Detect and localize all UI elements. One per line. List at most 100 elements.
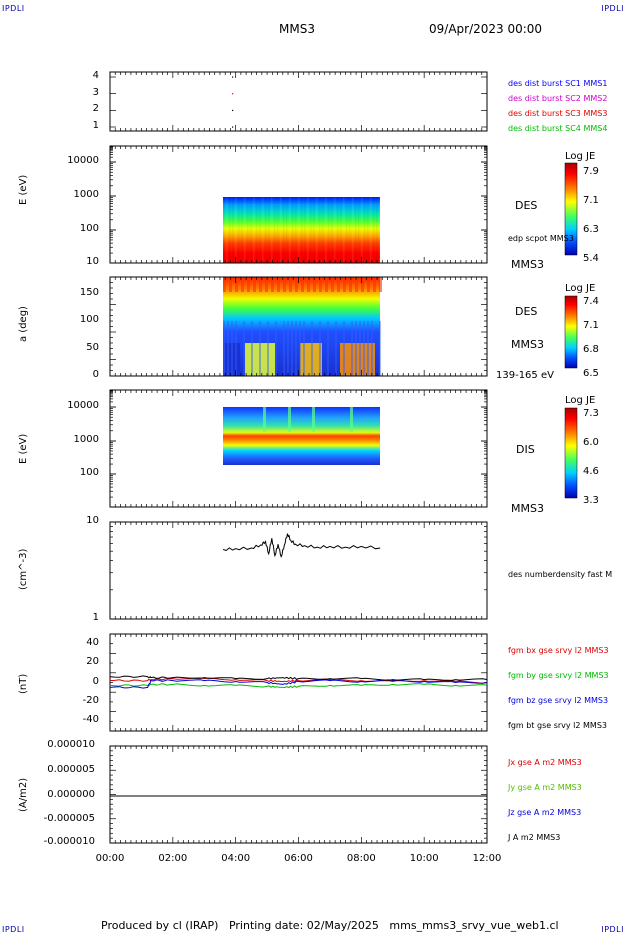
spectrogram-cell [298,197,300,263]
panel-burst-frame [109,71,488,132]
pitch-patch [340,343,375,376]
spectrogram-cell [229,197,231,263]
spectrogram-cell [367,197,369,263]
burst-legend-item: des dist burst SC4 MMS4 [508,124,608,133]
pitch-streak [223,321,225,376]
ylabel-dis-energy: E (eV) [18,433,29,464]
pitch-streak [259,321,261,376]
pitch-streak [319,321,321,376]
panel-current-frame [109,745,488,844]
y-tick-label: 10000 [67,400,99,411]
pitch-streak [367,321,369,376]
pitch-cell [337,277,340,292]
y-tick-label: -20 [82,694,99,706]
ylabel-des-pitch: a (deg) [18,306,29,342]
spectrogram-cell [295,197,297,263]
spectrogram-cell [250,197,252,263]
pitch-streak [243,321,245,376]
spectrogram-cell [337,197,339,263]
x-tick-label: 00:00 [95,853,125,864]
spectrogram-cell [283,197,285,263]
pitch-cell [355,277,358,292]
panel-des-pitch [109,276,578,377]
pitch-cell [373,277,376,292]
y-tick-label: 3 [92,86,99,98]
y-tick-label: 40 [86,636,99,648]
panel-burst [109,71,488,132]
density-series-label: des numberdensity fast M [508,570,613,579]
spectrogram-cell [355,197,357,263]
spectrogram-cell [352,197,354,263]
pitch-streak [335,321,337,376]
spectrogram-cell [262,197,264,263]
bfield-series-line [109,675,488,681]
y-tick-label: 1 [92,120,99,131]
spectrogram-cell [331,197,333,263]
spectrogram-cell [235,197,237,263]
spectrogram-cell [274,197,276,263]
bfield-series-line [109,679,488,689]
pitch-streak [291,321,293,376]
colorbar-tick-label: 6.0 [583,437,599,448]
colorbar-des-pitch [564,295,578,369]
burst-legend-item: des dist burst SC3 MMS3 [508,109,608,118]
spectrogram-cell [286,197,288,263]
bfield-legend-item: fgm by gse srvy l2 MMS3 [508,671,609,680]
pitch-streak [231,321,233,376]
spectrogram-cell [313,197,315,263]
pitch-cell [253,277,256,292]
spectrogram-cell [304,197,306,263]
pitch-cell [325,277,328,292]
spectrogram-cell [328,197,330,263]
colorbar-tick-label: 7.4 [583,296,599,307]
pitch-streak [303,321,305,376]
pitch-streak [363,321,365,376]
colorbar-des-energy [564,162,578,256]
pitch-cell [379,277,382,292]
dis-streak [350,407,353,432]
spectrogram-cell [259,197,261,263]
pitch-streak [275,321,277,376]
pitch-cell [277,277,280,292]
spectrogram-cell [373,197,375,263]
spectrogram-cell [379,197,381,263]
colorbar-tick-label: 6.3 [583,224,599,235]
spectrogram-cell [346,197,348,263]
spectrogram-cell [277,197,279,263]
y-tick-label: 100 [79,223,99,234]
pitch-cell [349,277,352,292]
colorbar-tick-label: 6.5 [583,368,599,379]
spectrogram-cell [244,197,246,263]
spectrogram-cell [334,197,336,263]
spectrogram-cell [241,197,243,263]
current-legend-item: Jz gse A m2 MMS3 [508,808,582,817]
pitch-cell [247,277,250,292]
burst-legend-item: des dist burst SC1 MMS1 [508,79,608,88]
dis-streak [288,407,291,432]
spectrogram-cell [319,197,321,263]
pitch-streak [343,321,345,376]
current-legend-item: J A m2 MMS3 [508,833,561,842]
y-tick-label: 100 [79,314,99,325]
spectrogram-cell [265,197,267,263]
x-tick-label: 02:00 [158,853,188,864]
spectrogram-cell [271,197,273,263]
des-energy-sc-label: MMS3 [511,258,544,271]
pitch-streak [371,321,373,376]
pitch-patch [225,343,240,376]
spectrogram-cell [292,197,294,263]
spectrogram-cell [376,197,378,263]
pitch-streak [287,321,289,376]
des-pitch-sc-label: MMS3 [511,338,544,351]
pitch-streak [327,321,329,376]
pitch-cell [361,277,364,292]
colorbar-des-pitch-title: Log JE [565,283,596,294]
spectrogram-cell [349,197,351,263]
colorbar-tick-label: 7.9 [583,166,599,177]
spectrogram-cell [343,197,345,263]
x-tick-label: 12:00 [472,853,502,864]
colorbar-dis-energy-title: Log JE [565,395,596,406]
pitch-patch [245,343,275,376]
ylabel-bfield: (nT) [18,673,29,694]
